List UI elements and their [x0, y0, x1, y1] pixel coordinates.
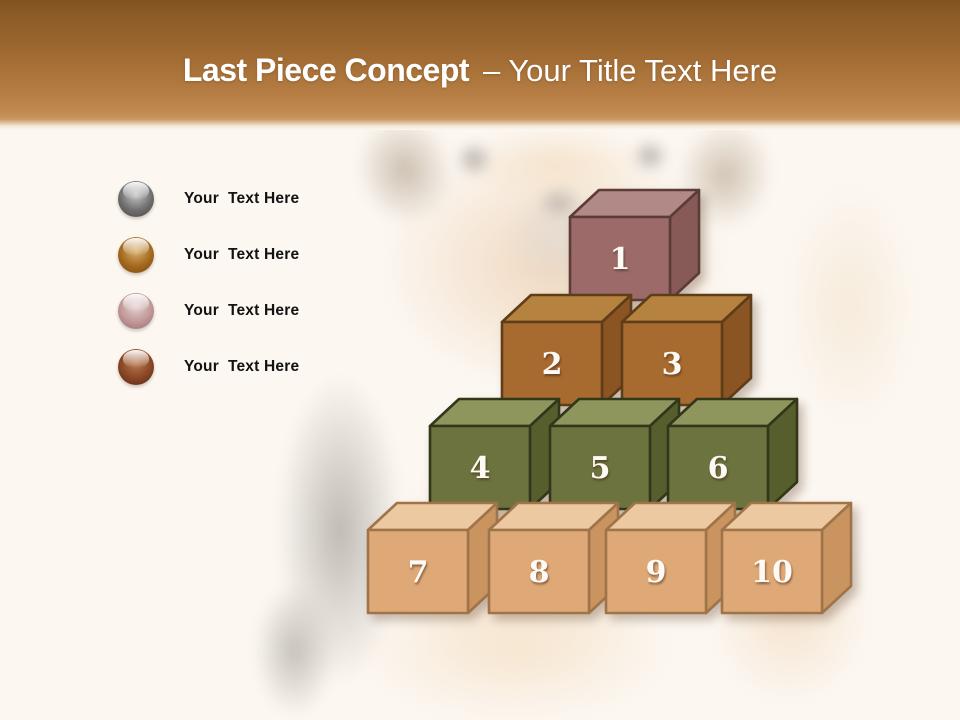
box-number: 1	[610, 242, 631, 277]
pyramid-box-1[interactable]: 1	[568, 188, 701, 302]
box-number: 8	[529, 555, 550, 590]
pyramid-box-2[interactable]: 2	[500, 293, 633, 407]
bullet-item-2[interactable]: Your Text Here	[118, 237, 299, 273]
slide-title[interactable]: Last Piece Concept – Your Title Text Here	[0, 52, 960, 89]
box-number: 7	[408, 555, 429, 590]
bullet-label: Your Text Here	[184, 246, 300, 263]
pyramid-box-9[interactable]: 9	[604, 501, 737, 615]
box-front-face	[366, 528, 470, 615]
silver-sphere-bullet-icon	[118, 181, 154, 217]
title-concept-text: Last Piece Concept	[182, 52, 470, 88]
pyramid-box-10[interactable]: 10	[720, 501, 853, 615]
pyramid-box-7[interactable]: 7	[366, 501, 499, 615]
box-front-face	[720, 528, 824, 615]
bullet-label: Your Text Here	[184, 358, 300, 375]
pyramid-box-6[interactable]: 6	[666, 397, 799, 511]
box-number: 9	[646, 555, 667, 590]
bullet-item-3[interactable]: Your Text Here	[118, 293, 299, 329]
header-band: Last Piece Concept – Your Title Text Here	[0, 0, 960, 130]
box-number: 3	[662, 347, 683, 382]
box-number: 4	[470, 451, 491, 486]
bullet-item-4[interactable]: Your Text Here	[118, 349, 299, 385]
amber-sphere-bullet-icon	[118, 237, 154, 273]
box-number: 5	[590, 451, 611, 486]
bullet-item-1[interactable]: Your Text Here	[118, 181, 299, 217]
title-placeholder-text: – Your Title Text Here	[483, 53, 778, 88]
box-number: 6	[708, 451, 729, 486]
pyramid-box-5[interactable]: 5	[548, 397, 681, 511]
rose-sphere-bullet-icon	[118, 293, 154, 329]
box-number: 10	[751, 555, 793, 590]
bullet-label: Your Text Here	[184, 302, 300, 319]
pyramid-box-8[interactable]: 8	[487, 501, 620, 615]
bullet-label: Your Text Here	[184, 190, 300, 207]
box-front-face	[604, 528, 708, 615]
rust-sphere-bullet-icon	[118, 349, 154, 385]
box-front-face	[487, 528, 591, 615]
pyramid-box-3[interactable]: 3	[620, 293, 753, 407]
box-number: 2	[542, 347, 563, 382]
pyramid-box-4[interactable]: 4	[428, 397, 561, 511]
